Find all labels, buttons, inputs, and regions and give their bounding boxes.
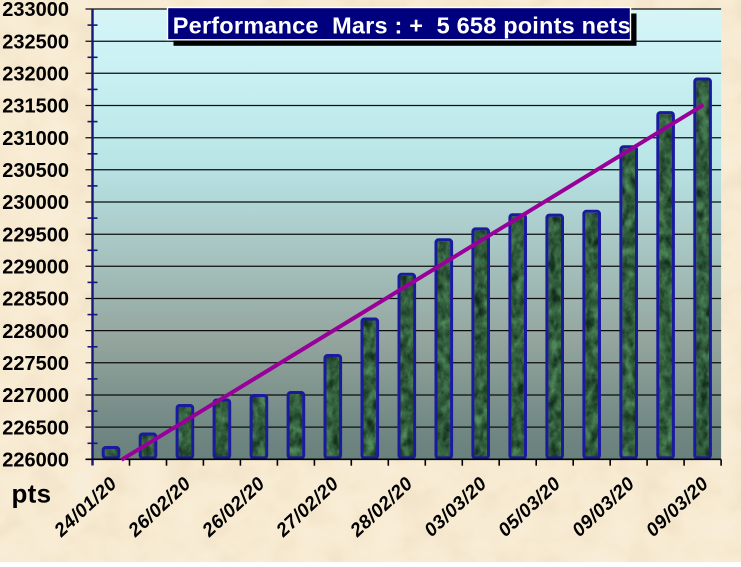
svg-text:226500: 226500 — [2, 417, 69, 439]
svg-text:229000: 229000 — [2, 257, 69, 279]
svg-text:232500: 232500 — [2, 31, 69, 53]
svg-text:226000: 226000 — [2, 450, 69, 472]
svg-text:230500: 230500 — [2, 160, 69, 182]
svg-text:228000: 228000 — [2, 321, 69, 343]
svg-text:233000: 233000 — [2, 0, 69, 21]
svg-text:227500: 227500 — [2, 353, 69, 375]
svg-text:229500: 229500 — [2, 224, 69, 246]
svg-text:228500: 228500 — [2, 289, 69, 311]
svg-text:232000: 232000 — [2, 64, 69, 86]
svg-text:231000: 231000 — [2, 128, 69, 150]
svg-text:pts: pts — [12, 479, 52, 509]
svg-text:230000: 230000 — [2, 192, 69, 214]
svg-text:Performance Mars : + 5 658 p: Performance Mars : + 5 658 points nets — [173, 13, 631, 39]
svg-text:227000: 227000 — [2, 385, 69, 407]
svg-text:231500: 231500 — [2, 96, 69, 118]
